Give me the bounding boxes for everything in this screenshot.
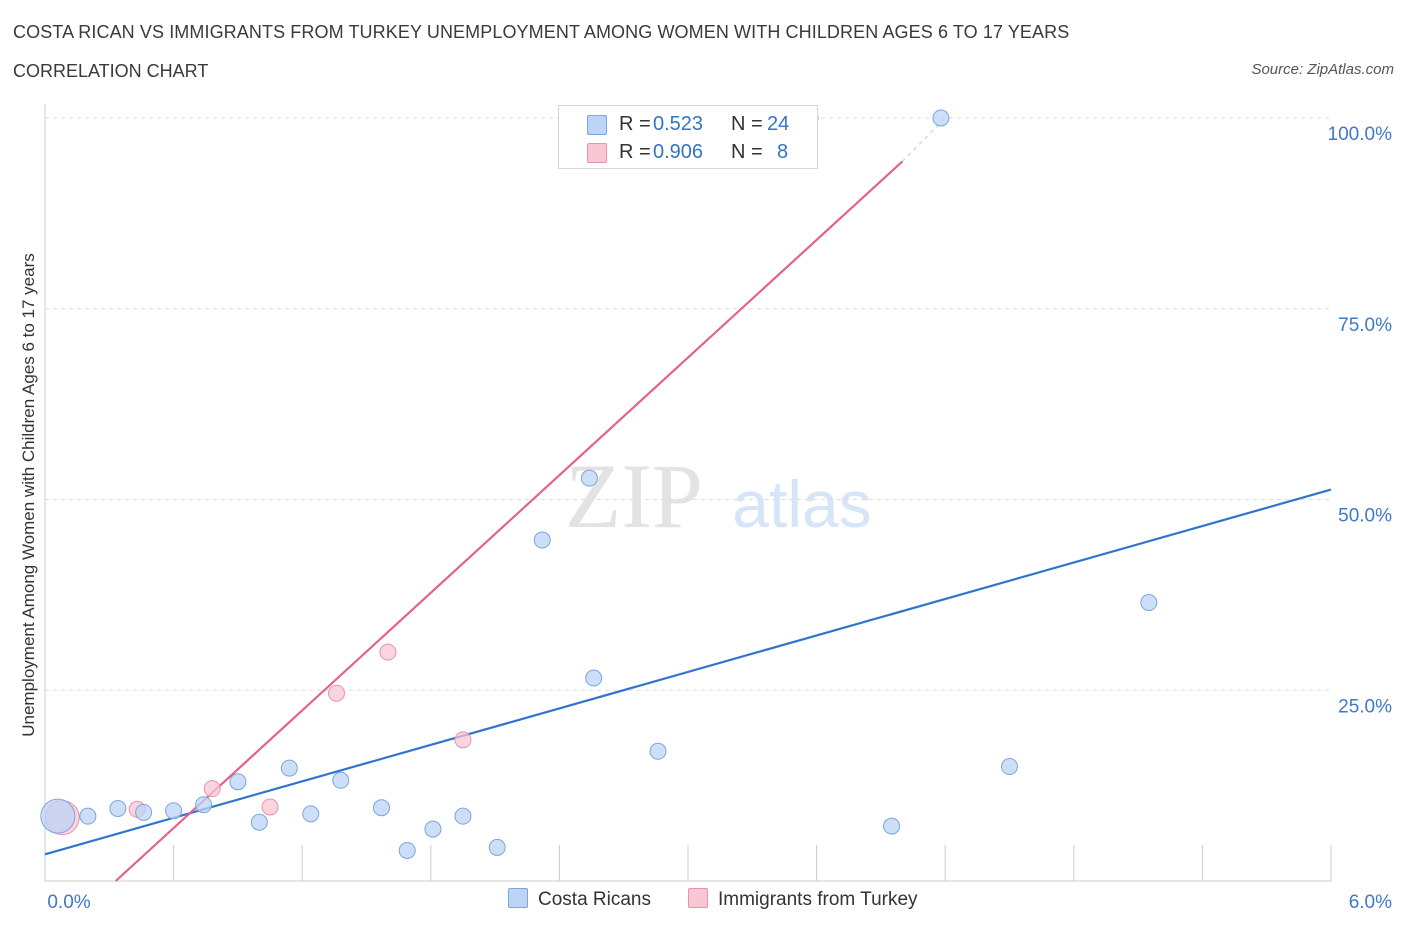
point-costa-ricans: [250, 813, 268, 831]
data-points: [40, 109, 1158, 859]
point-costa-ricans: [135, 803, 153, 821]
legend-row-turkey: R = 0.906 N = 8: [559, 139, 817, 167]
chart-subtitle: CORRELATION CHART: [13, 61, 209, 81]
point-costa-ricans: [533, 531, 551, 549]
bottom-legend-swatch-turkey: [688, 888, 708, 908]
point-costa-ricans: [424, 820, 442, 838]
bottom-legend-label-turkey: Immigrants from Turkey: [718, 889, 918, 910]
legend-row-costa-ricans: R = 0.523 N = 24: [559, 111, 817, 139]
legend-r-label: R =: [619, 113, 651, 135]
legend-r-value: 0.906: [653, 141, 704, 163]
point-costa-ricans: [649, 742, 667, 760]
point-costa-ricans: [302, 805, 320, 823]
point-costa-ricans: [165, 802, 183, 820]
watermark-zip: ZIP: [565, 445, 703, 547]
legend-swatch-costa-ricans: [587, 115, 607, 135]
point-costa-ricans: [580, 469, 598, 487]
legend-n-label: N =: [731, 141, 763, 163]
legend-n-label: N =: [731, 113, 763, 135]
watermark: ZIP atlas: [565, 445, 872, 547]
point-costa-ricans: [40, 798, 76, 834]
legend-swatch-turkey: [587, 143, 607, 163]
y-tick-label: 25.0%: [1338, 696, 1392, 717]
y-tick-label: 100.0%: [1328, 124, 1393, 145]
point-costa-ricans: [883, 817, 901, 835]
legend-r-value: 0.523: [653, 113, 704, 135]
point-turkey: [261, 798, 279, 816]
trendline-turkey: [114, 160, 904, 882]
legend-box: R = 0.523 N = 24 R = 0.906 N = 8: [558, 105, 818, 169]
point-costa-ricans: [79, 807, 97, 825]
bottom-legend-swatch-costa-ricans: [508, 888, 528, 908]
legend-n-value: 8: [777, 141, 789, 163]
bottom-legend-turkey: Immigrants from Turkey: [688, 888, 918, 911]
bottom-legend-costa-ricans: Costa Ricans: [508, 888, 651, 911]
point-turkey: [203, 780, 221, 798]
point-costa-ricans: [585, 669, 603, 687]
point-costa-ricans: [373, 799, 391, 817]
legend-n-value: 24: [767, 113, 790, 135]
point-costa-ricans: [280, 759, 298, 777]
legend-r-label: R =: [619, 141, 651, 163]
source-note: Source: ZipAtlas.com: [1251, 61, 1394, 78]
tick-labels: 25.0% 50.0% 75.0% 100.0% 0.0% 6.0%: [47, 124, 1392, 913]
point-costa-ricans: [398, 841, 416, 859]
point-costa-ricans: [454, 807, 472, 825]
trendline-costa-ricans: [44, 488, 1332, 856]
gridlines: [45, 117, 1331, 691]
point-costa-ricans: [488, 838, 506, 856]
axes: [44, 104, 1332, 882]
point-costa-ricans: [332, 771, 350, 789]
point-costa-ricans: [932, 109, 950, 127]
watermark-atlas: atlas: [732, 467, 871, 541]
point-costa-ricans: [1140, 594, 1158, 612]
point-turkey: [327, 684, 345, 702]
bottom-legend-label-costa-ricans: Costa Ricans: [538, 889, 651, 910]
point-turkey: [379, 643, 397, 661]
x-tick-label: 0.0%: [47, 892, 90, 913]
y-axis-label: Unemployment Among Women with Children A…: [19, 253, 38, 737]
point-costa-ricans: [195, 796, 213, 814]
point-costa-ricans: [109, 800, 127, 818]
x-tick-label: 6.0%: [1349, 892, 1392, 913]
point-turkey: [454, 731, 472, 749]
chart-title: COSTA RICAN VS IMMIGRANTS FROM TURKEY UN…: [13, 22, 1070, 42]
y-tick-label: 75.0%: [1338, 315, 1392, 336]
point-costa-ricans: [1001, 758, 1018, 776]
point-costa-ricans: [229, 773, 247, 791]
y-tick-label: 50.0%: [1338, 506, 1392, 527]
